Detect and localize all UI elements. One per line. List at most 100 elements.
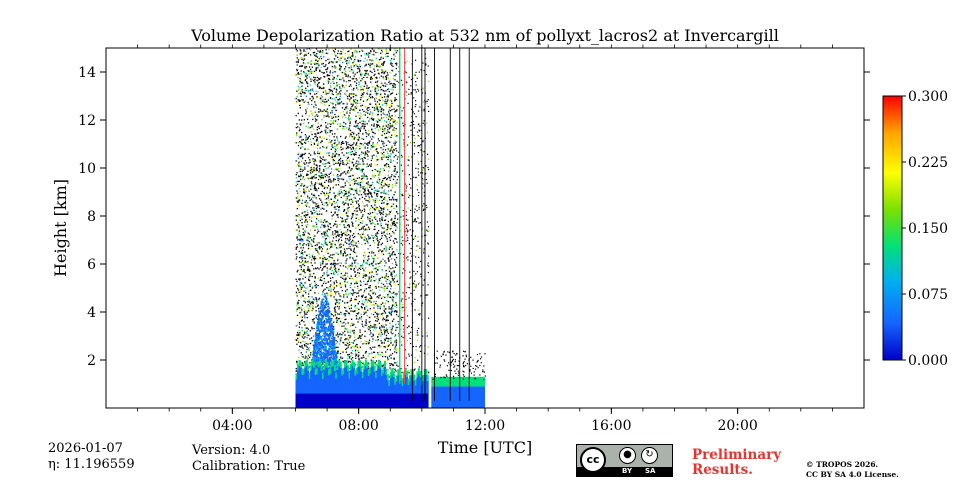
noise-pixel bbox=[300, 195, 302, 197]
noise-pixel bbox=[339, 175, 341, 177]
noise-pixel bbox=[370, 205, 373, 207]
noise-pixel bbox=[363, 188, 366, 191]
noise-pixel bbox=[301, 246, 303, 248]
noise-pixel bbox=[302, 240, 305, 242]
noise-pixel bbox=[298, 136, 301, 138]
noise-pixel bbox=[357, 287, 359, 290]
noise-pixel bbox=[389, 367, 391, 369]
noise-pixel bbox=[333, 253, 335, 256]
noise-pixel bbox=[345, 191, 347, 193]
noise-pixel bbox=[337, 216, 339, 218]
noise-pixel bbox=[337, 283, 340, 285]
noise-pixel bbox=[388, 306, 390, 308]
noise-pixel bbox=[357, 240, 360, 243]
noise-pixel bbox=[325, 49, 327, 51]
noise-pixel bbox=[360, 105, 362, 107]
noise-pixel bbox=[308, 202, 310, 205]
noise-pixel bbox=[352, 239, 354, 242]
noise-pixel bbox=[372, 96, 374, 99]
noise-pixel bbox=[390, 88, 392, 90]
noise-pixel bbox=[389, 363, 391, 365]
noise-pixel bbox=[346, 152, 348, 154]
noise-pixel bbox=[359, 130, 362, 132]
noise-pixel bbox=[372, 136, 375, 138]
noise-pixel bbox=[341, 350, 343, 352]
noise-pixel bbox=[348, 127, 350, 129]
noise-pixel bbox=[307, 61, 309, 64]
noise-pixel bbox=[377, 257, 379, 259]
noise-pixel bbox=[326, 248, 328, 250]
noise-pixel bbox=[358, 208, 360, 210]
noise-pixel bbox=[381, 269, 383, 271]
noise-pixel bbox=[316, 305, 319, 307]
noise-pixel bbox=[360, 289, 363, 291]
noise-pixel bbox=[356, 65, 358, 68]
noise-pixel bbox=[385, 329, 387, 331]
noise-pixel bbox=[361, 137, 363, 140]
noise-pixel bbox=[383, 154, 385, 156]
noise-pixel bbox=[356, 292, 358, 294]
noise-pixel bbox=[304, 313, 306, 316]
noise-pixel bbox=[390, 199, 392, 201]
noise-pixel bbox=[355, 104, 357, 106]
noise-pixel bbox=[349, 112, 351, 114]
noise-pixel bbox=[343, 312, 346, 315]
noise-pixel bbox=[302, 100, 304, 102]
noise-pixel bbox=[303, 215, 305, 217]
noise-pixel bbox=[298, 175, 301, 178]
noise-pixel bbox=[306, 348, 308, 351]
noise-pixel bbox=[383, 202, 385, 204]
noise-pixel bbox=[321, 224, 323, 226]
noise-pixel bbox=[339, 229, 341, 231]
noise-pixel bbox=[310, 329, 313, 331]
noise-pixel bbox=[349, 277, 351, 280]
noise-pixel bbox=[308, 219, 311, 221]
noise-pixel bbox=[320, 110, 322, 112]
noise-pixel bbox=[334, 310, 336, 312]
noise-pixel bbox=[356, 313, 359, 315]
noise-pixel bbox=[384, 234, 386, 237]
noise-pixel bbox=[324, 239, 326, 241]
noise-pixel bbox=[387, 369, 389, 371]
noise-pixel bbox=[378, 117, 380, 120]
noise-pixel bbox=[335, 96, 337, 99]
noise-pixel bbox=[345, 70, 347, 72]
noise-pixel bbox=[394, 346, 397, 348]
noise-pixel bbox=[362, 100, 365, 102]
noise-pixel bbox=[339, 65, 341, 68]
noise-pixel bbox=[345, 164, 347, 166]
noise-pixel bbox=[392, 169, 394, 172]
noise-pixel bbox=[361, 143, 363, 145]
noise-pixel bbox=[365, 343, 367, 345]
noise-pixel bbox=[305, 214, 307, 216]
noise-pixel bbox=[313, 209, 315, 211]
noise-pixel bbox=[372, 356, 374, 359]
noise-pixel bbox=[308, 70, 310, 72]
noise-pixel bbox=[358, 154, 360, 157]
noise-pixel bbox=[319, 257, 321, 259]
noise-pixel bbox=[311, 78, 314, 81]
noise-pixel bbox=[309, 303, 312, 305]
noise-pixel bbox=[391, 62, 393, 65]
noise-pixel bbox=[327, 122, 329, 125]
noise-pixel bbox=[350, 241, 353, 243]
noise-pixel bbox=[368, 228, 370, 231]
noise-pixel bbox=[393, 222, 395, 224]
noise-pixel bbox=[383, 61, 385, 63]
noise-pixel bbox=[342, 255, 344, 257]
noise-pixel bbox=[370, 301, 372, 303]
noise-pixel bbox=[374, 98, 376, 100]
noise-pixel bbox=[374, 127, 376, 130]
noise-pixel bbox=[385, 50, 388, 52]
noise-pixel bbox=[380, 182, 382, 184]
noise-pixel bbox=[339, 333, 341, 335]
noise-pixel bbox=[375, 271, 378, 273]
noise-pixel bbox=[335, 299, 338, 302]
noise-pixel bbox=[327, 77, 330, 80]
noise-pixel bbox=[315, 302, 318, 305]
noise-pixel bbox=[349, 118, 352, 120]
noise-pixel bbox=[339, 283, 342, 286]
noise-pixel bbox=[364, 222, 366, 225]
noise-pixel bbox=[354, 305, 357, 307]
noise-pixel bbox=[395, 256, 398, 259]
